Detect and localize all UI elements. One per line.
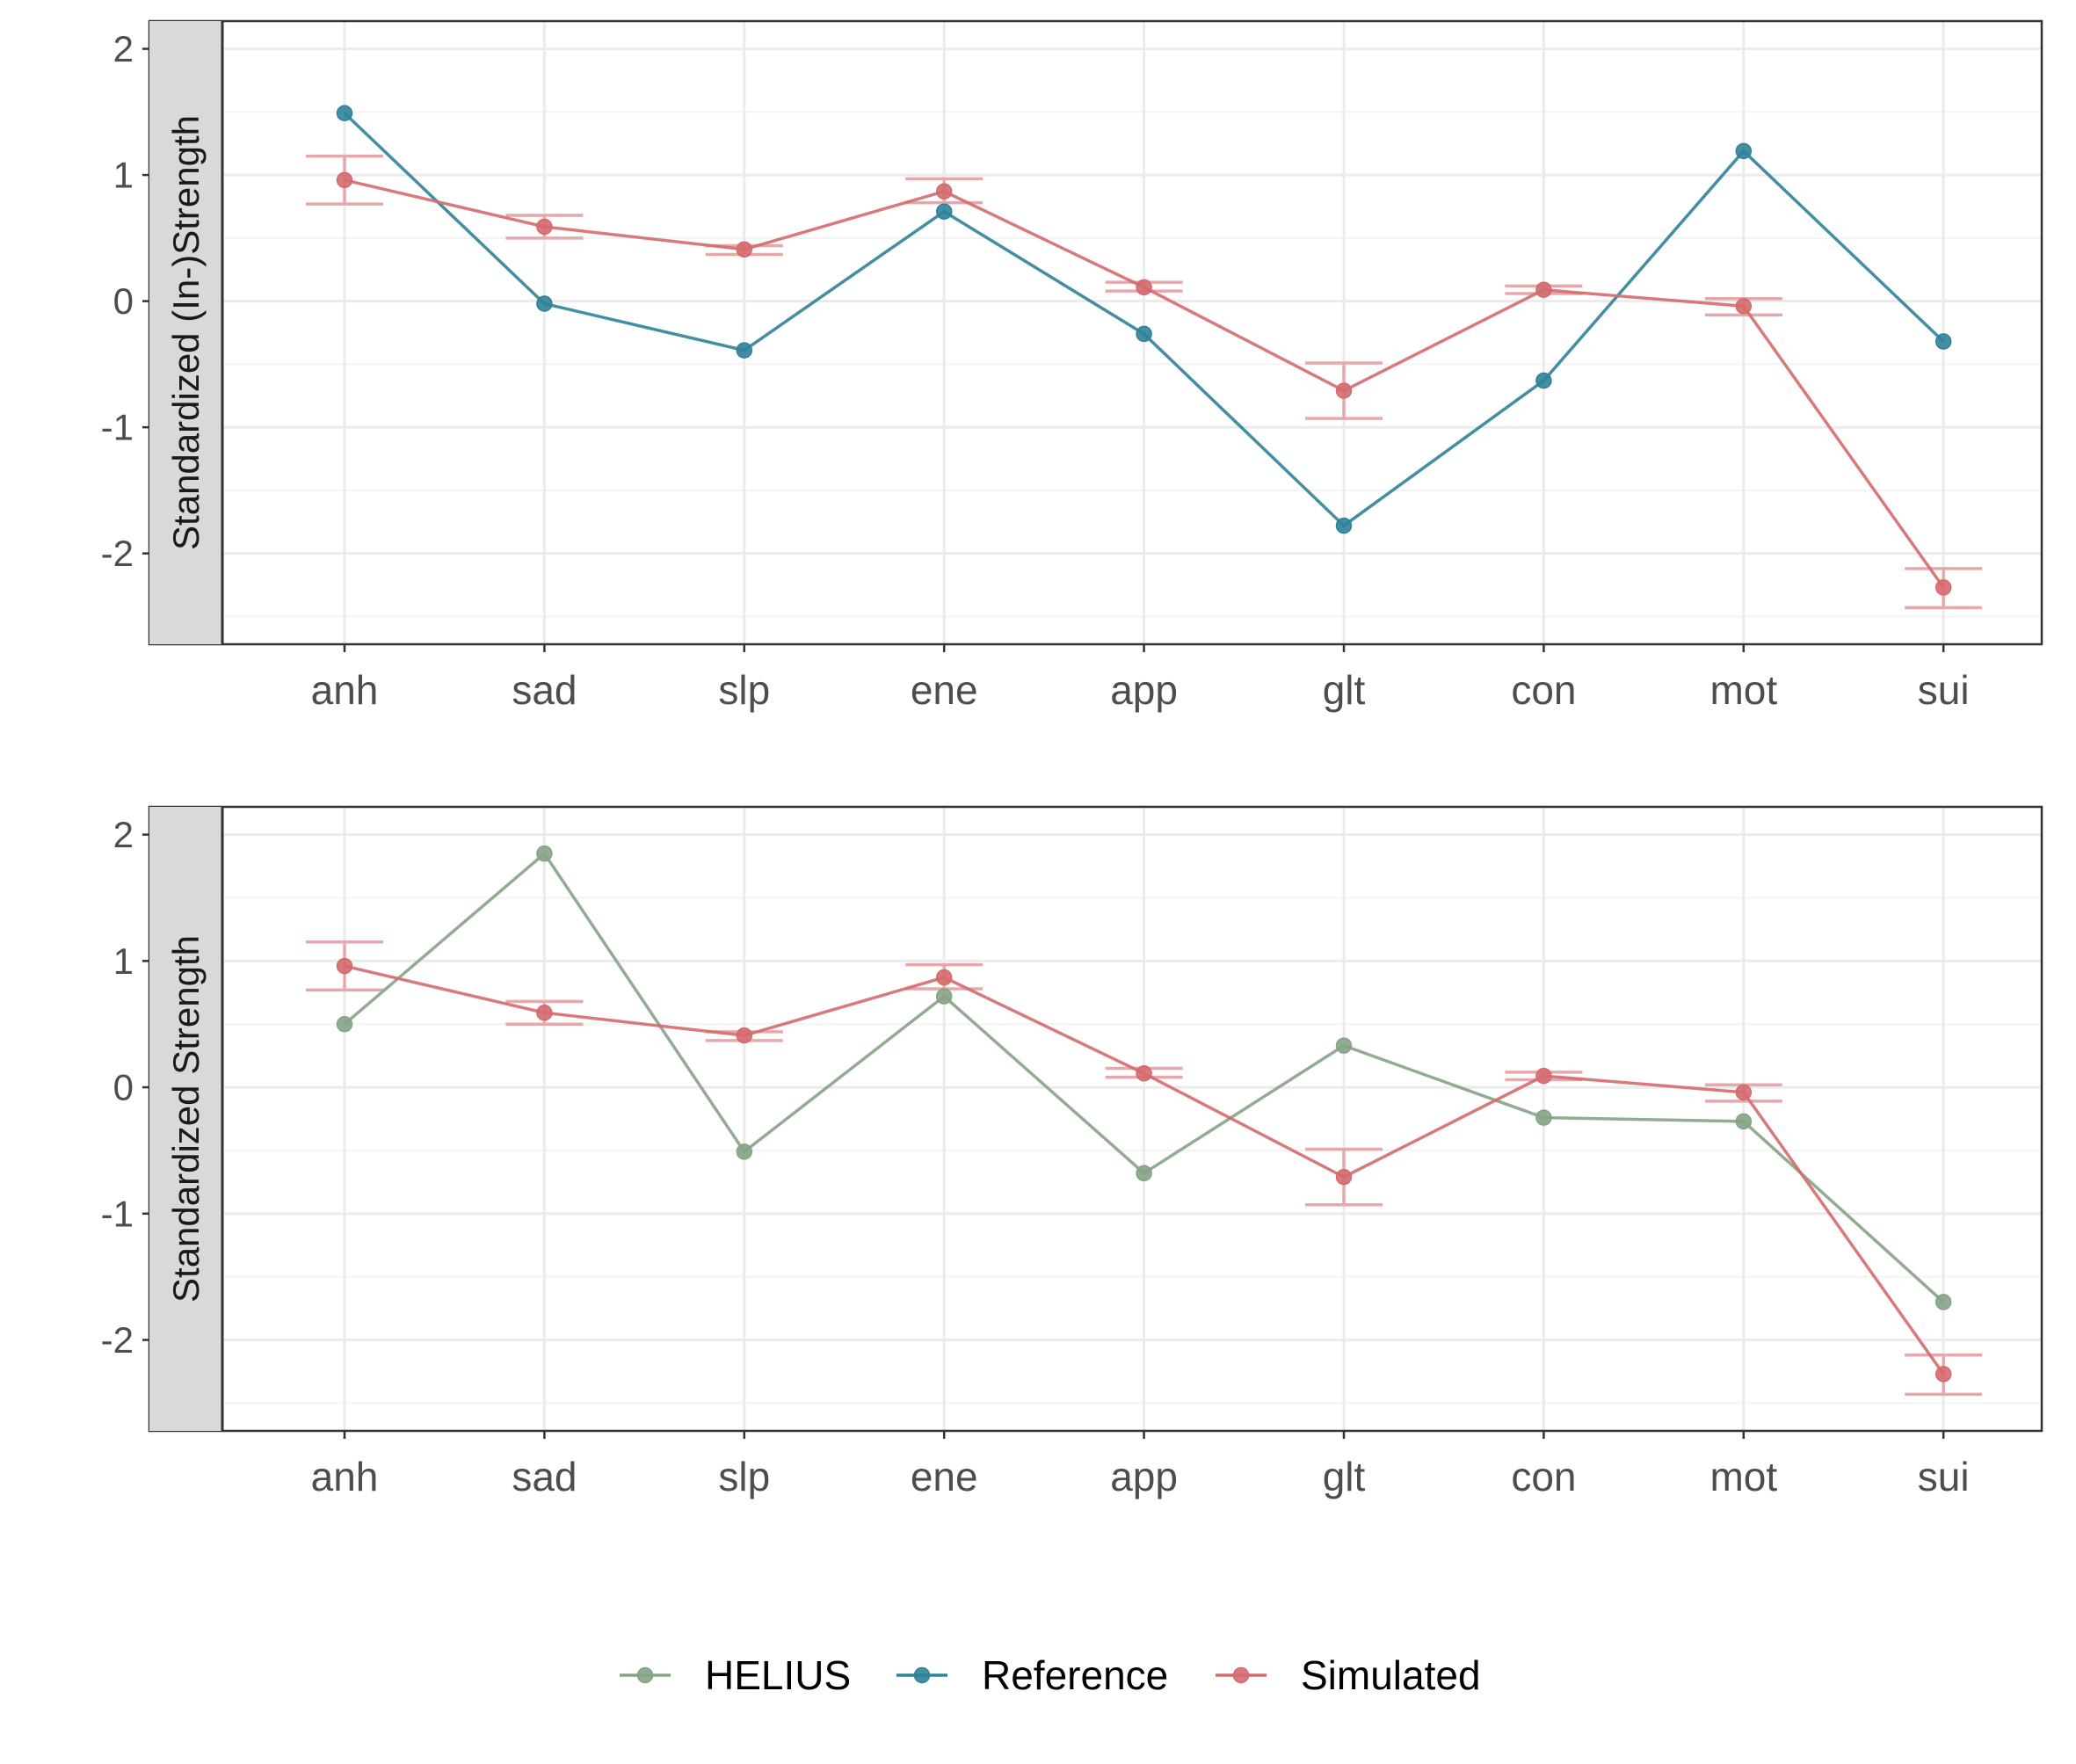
legend-label-helius: HELIUS: [705, 1652, 851, 1698]
y-axis-in-strength: 2 1 0 -1 -2: [101, 28, 149, 574]
point-simulated-slp: [736, 241, 753, 258]
point-helius-sui: [1934, 1294, 1952, 1310]
point-simulated-app: [1136, 279, 1152, 296]
legend-key-point-helius: [636, 1666, 654, 1684]
panel-in-strength-strip: Standardized (In-)Strength: [149, 21, 224, 644]
point-simulated-sui: [1934, 1366, 1952, 1383]
x-tick-label-sui: sui: [1918, 1454, 1970, 1499]
x-tick-label-mot: mot: [1709, 667, 1777, 713]
point-reference-glt: [1335, 517, 1353, 534]
legend-label-reference: Reference: [982, 1652, 1168, 1698]
panel-strength: Standardized Strength 2 1 0 -1 -2 anh sad slp e…: [101, 805, 2043, 1499]
point-helius-anh: [336, 1015, 353, 1033]
y-axis-title-in-strength: Standardized (In-)Strength: [165, 115, 207, 550]
panel-in-strength: Standardized (In-)Strength 2 1 0 -1 -2 anh sa…: [101, 19, 2043, 713]
point-simulated-con: [1535, 1067, 1552, 1085]
y-tick-label: 0: [113, 1067, 134, 1108]
x-tick-label-sui: sui: [1918, 667, 1970, 713]
point-reference-ene: [935, 203, 953, 220]
point-helius-ene: [935, 988, 953, 1005]
panel-in-strength-marks: [306, 105, 1983, 610]
point-reference-app: [1136, 325, 1152, 343]
y-tick-label: 1: [113, 155, 134, 196]
y-tick-label: 2: [113, 28, 134, 69]
point-helius-mot: [1735, 1113, 1753, 1130]
point-simulated-sui: [1934, 579, 1952, 596]
point-simulated-con: [1535, 281, 1552, 298]
y-tick-label: 2: [113, 814, 134, 855]
y-axis-strength: 2 1 0 -1 -2: [101, 814, 149, 1361]
x-tick-label-glt: glt: [1323, 1454, 1366, 1499]
point-simulated-slp: [736, 1027, 753, 1044]
x-tick-label-con: con: [1511, 667, 1576, 713]
point-reference-slp: [736, 342, 753, 359]
y-tick-label: 0: [113, 280, 134, 322]
x-tick-label-slp: slp: [718, 1454, 770, 1499]
x-axis-strength: anh sad slp ene app glt con mot sui: [311, 1431, 1970, 1499]
x-tick-label-anh: anh: [311, 667, 379, 713]
point-reference-mot: [1735, 142, 1753, 160]
point-simulated-mot: [1735, 1084, 1753, 1101]
x-tick-label-con: con: [1511, 1454, 1576, 1499]
legend: HELIUS Reference Simulated: [620, 1652, 1481, 1698]
point-reference-con: [1535, 372, 1552, 389]
y-tick-label: -2: [101, 1319, 134, 1361]
y-tick-label: -1: [101, 407, 134, 448]
panel-strength-strip: Standardized Strength: [149, 807, 224, 1431]
x-tick-label-ene: ene: [911, 1454, 978, 1499]
panel-strength-marks: [306, 845, 1983, 1397]
x-tick-label-app: app: [1110, 1454, 1178, 1499]
point-simulated-anh: [336, 957, 353, 975]
x-tick-label-sad: sad: [512, 1454, 577, 1499]
x-tick-label-anh: anh: [311, 1454, 379, 1499]
point-simulated-sad: [536, 218, 553, 236]
x-axis-in-strength: anh sad slp ene app glt con mot sui: [311, 644, 1970, 713]
y-axis-title-strength: Standardized Strength: [165, 935, 207, 1303]
point-simulated-app: [1136, 1065, 1152, 1082]
point-simulated-mot: [1735, 298, 1753, 315]
point-simulated-ene: [935, 969, 953, 986]
y-tick-label: -1: [101, 1193, 134, 1234]
x-tick-label-glt: glt: [1323, 667, 1366, 713]
legend-label-simulated: Simulated: [1301, 1652, 1481, 1698]
point-helius-con: [1535, 1109, 1552, 1126]
x-tick-label-mot: mot: [1709, 1454, 1777, 1499]
y-tick-label: 1: [113, 940, 134, 982]
legend-key-point-simulated: [1232, 1666, 1250, 1684]
point-reference-sad: [536, 295, 553, 312]
point-simulated-glt: [1335, 1168, 1353, 1186]
strip-strength-background: [149, 807, 222, 1431]
point-helius-sad: [536, 845, 553, 862]
y-tick-label: -2: [101, 533, 134, 574]
point-helius-glt: [1335, 1037, 1353, 1054]
legend-key-point-reference: [913, 1666, 931, 1684]
point-reference-anh: [336, 105, 353, 122]
point-simulated-sad: [536, 1005, 553, 1021]
strip-in-strength-background: [149, 21, 222, 644]
point-helius-slp: [736, 1143, 753, 1160]
point-reference-sui: [1934, 333, 1952, 350]
x-tick-label-slp: slp: [718, 667, 770, 713]
x-tick-label-app: app: [1110, 667, 1178, 713]
point-simulated-ene: [935, 183, 953, 200]
point-simulated-glt: [1335, 382, 1353, 399]
x-tick-label-sad: sad: [512, 667, 577, 713]
x-tick-label-ene: ene: [911, 667, 978, 713]
point-helius-app: [1136, 1165, 1152, 1182]
point-simulated-anh: [336, 171, 353, 189]
